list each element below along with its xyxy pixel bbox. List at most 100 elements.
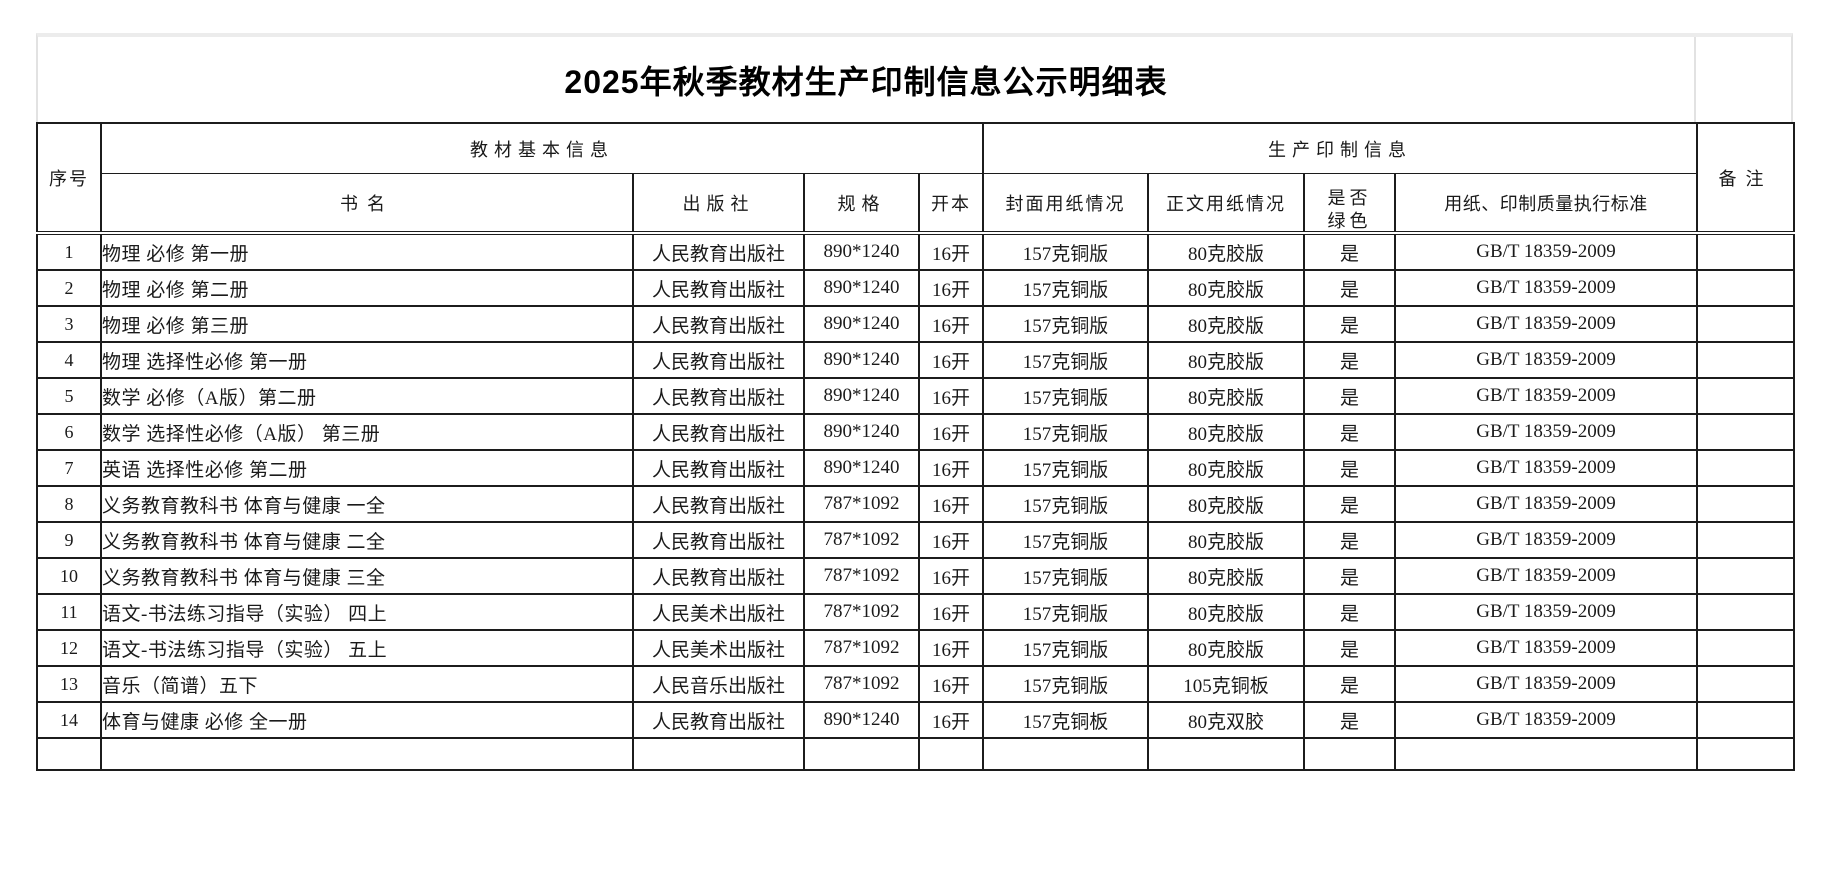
cell-book-name: 数学 必修（A版）第二册 bbox=[100, 377, 634, 415]
cell-publisher: 人民教育出版社 bbox=[632, 449, 805, 487]
table-row: 10 义务教育教科书 体育与健康 三全 人民教育出版社 787*1092 16开 157克… bbox=[36, 557, 1795, 595]
table-row: 11 语文-书法练习指导（实验） 四上 人民美术出版社 787*1092 16开 157克… bbox=[36, 593, 1795, 631]
cell-remark bbox=[1696, 737, 1795, 771]
header-book-name: 书名 bbox=[100, 173, 634, 235]
table-header: 序号 教材基本信息 生产印制信息 备注 书名 出版社 规格 开本 封面用纸情况 … bbox=[36, 122, 1795, 235]
header-publisher: 出版社 bbox=[632, 173, 805, 235]
cell-serial: 11 bbox=[36, 593, 102, 631]
cell-cover-paper bbox=[982, 737, 1149, 771]
cell-serial: 12 bbox=[36, 629, 102, 667]
cell-cover-paper: 157克铜版 bbox=[982, 485, 1149, 523]
header-quality-standard: 用纸、印制质量执行标准 bbox=[1394, 173, 1698, 235]
cell-format: 16开 bbox=[918, 413, 984, 451]
cell-body-paper: 80克胶版 bbox=[1147, 593, 1305, 631]
cell-is-green: 是 bbox=[1303, 413, 1396, 451]
cell-publisher: 人民教育出版社 bbox=[632, 521, 805, 559]
cell-format: 16开 bbox=[918, 485, 984, 523]
cell-book-name: 物理 必修 第二册 bbox=[100, 269, 634, 307]
cell-publisher: 人民美术出版社 bbox=[632, 629, 805, 667]
cell-serial bbox=[36, 737, 102, 771]
cell-format: 16开 bbox=[918, 449, 984, 487]
cell-body-paper: 80克胶版 bbox=[1147, 449, 1305, 487]
cell-publisher bbox=[632, 737, 805, 771]
cell-book-name: 物理 必修 第三册 bbox=[100, 305, 634, 343]
cell-is-green: 是 bbox=[1303, 629, 1396, 667]
cell-book-name bbox=[100, 737, 634, 771]
cell-standard: GB/T 18359-2009 bbox=[1394, 413, 1698, 451]
cell-cover-paper: 157克铜版 bbox=[982, 665, 1149, 703]
header-format: 开本 bbox=[918, 173, 984, 235]
cell-body-paper: 80克胶版 bbox=[1147, 557, 1305, 595]
cell-serial: 4 bbox=[36, 341, 102, 379]
table-row: 8 义务教育教科书 体育与健康 一全 人民教育出版社 787*1092 16开 157克铜… bbox=[36, 485, 1795, 523]
cell-remark bbox=[1696, 232, 1795, 271]
cell-cover-paper: 157克铜版 bbox=[982, 413, 1149, 451]
cell-format bbox=[918, 737, 984, 771]
cell-body-paper: 80克胶版 bbox=[1147, 377, 1305, 415]
cell-publisher: 人民教育出版社 bbox=[632, 341, 805, 379]
header-remark: 备注 bbox=[1696, 122, 1795, 235]
cell-publisher: 人民美术出版社 bbox=[632, 593, 805, 631]
cell-standard: GB/T 18359-2009 bbox=[1394, 232, 1698, 271]
cell-remark bbox=[1696, 593, 1795, 631]
cell-spec bbox=[803, 737, 920, 771]
cell-is-green: 是 bbox=[1303, 593, 1396, 631]
header-is-green-line2: 绿色 bbox=[1327, 210, 1372, 231]
cell-publisher: 人民教育出版社 bbox=[632, 269, 805, 307]
cell-spec: 787*1092 bbox=[803, 521, 920, 559]
cell-body-paper: 80克双胶 bbox=[1147, 701, 1305, 739]
cell-standard: GB/T 18359-2009 bbox=[1394, 449, 1698, 487]
cell-publisher: 人民教育出版社 bbox=[632, 305, 805, 343]
cell-is-green: 是 bbox=[1303, 232, 1396, 271]
header-is-green-line1: 是否 bbox=[1327, 187, 1372, 208]
cell-is-green: 是 bbox=[1303, 521, 1396, 559]
cell-spec: 890*1240 bbox=[803, 377, 920, 415]
cell-book-name: 体育与健康 必修 全一册 bbox=[100, 701, 634, 739]
cell-remark bbox=[1696, 521, 1795, 559]
cell-serial: 13 bbox=[36, 665, 102, 703]
cell-standard bbox=[1394, 737, 1698, 771]
table-row: 7 英语 选择性必修 第二册 人民教育出版社 890*1240 16开 157克铜版 80克… bbox=[36, 449, 1795, 487]
cell-serial: 9 bbox=[36, 521, 102, 559]
cell-serial: 2 bbox=[36, 269, 102, 307]
cell-is-green: 是 bbox=[1303, 557, 1396, 595]
cell-format: 16开 bbox=[918, 521, 984, 559]
cell-spec: 890*1240 bbox=[803, 232, 920, 271]
cell-serial: 7 bbox=[36, 449, 102, 487]
cell-publisher: 人民教育出版社 bbox=[632, 557, 805, 595]
cell-remark bbox=[1696, 413, 1795, 451]
cell-body-paper: 80克胶版 bbox=[1147, 485, 1305, 523]
cell-book-name: 物理 选择性必修 第一册 bbox=[100, 341, 634, 379]
header-serial: 序号 bbox=[36, 122, 102, 235]
cell-is-green: 是 bbox=[1303, 485, 1396, 523]
cell-spec: 787*1092 bbox=[803, 557, 920, 595]
cell-spec: 890*1240 bbox=[803, 449, 920, 487]
table-row-empty bbox=[36, 737, 1795, 771]
cell-standard: GB/T 18359-2009 bbox=[1394, 377, 1698, 415]
header-body-paper: 正文用纸情况 bbox=[1147, 173, 1305, 235]
cell-standard: GB/T 18359-2009 bbox=[1394, 521, 1698, 559]
cell-publisher: 人民教育出版社 bbox=[632, 232, 805, 271]
cell-body-paper: 80克胶版 bbox=[1147, 629, 1305, 667]
page-title: 2025年秋季教材生产印制信息公示明细表 bbox=[564, 63, 1168, 100]
cell-body-paper: 80克胶版 bbox=[1147, 341, 1305, 379]
cell-format: 16开 bbox=[918, 665, 984, 703]
cell-standard: GB/T 18359-2009 bbox=[1394, 269, 1698, 307]
cell-spec: 890*1240 bbox=[803, 341, 920, 379]
cell-spec: 890*1240 bbox=[803, 413, 920, 451]
cell-spec: 787*1092 bbox=[803, 593, 920, 631]
cell-cover-paper: 157克铜版 bbox=[982, 232, 1149, 271]
title-cell: 2025年秋季教材生产印制信息公示明细表 bbox=[38, 37, 1696, 122]
cell-remark bbox=[1696, 377, 1795, 415]
table-row: 1 物理 必修 第一册 人民教育出版社 890*1240 16开 157克铜版 80克胶版是… bbox=[36, 232, 1795, 271]
cell-spec: 787*1092 bbox=[803, 665, 920, 703]
cell-remark bbox=[1696, 629, 1795, 667]
cell-remark bbox=[1696, 701, 1795, 739]
header-is-green: 是否 绿色 bbox=[1303, 173, 1396, 235]
cell-remark bbox=[1696, 449, 1795, 487]
cell-book-name: 音乐（简谱）五下 bbox=[100, 665, 634, 703]
cell-publisher: 人民教育出版社 bbox=[632, 413, 805, 451]
cell-standard: GB/T 18359-2009 bbox=[1394, 629, 1698, 667]
cell-body-paper: 80克胶版 bbox=[1147, 305, 1305, 343]
header-cover-paper: 封面用纸情况 bbox=[982, 173, 1149, 235]
